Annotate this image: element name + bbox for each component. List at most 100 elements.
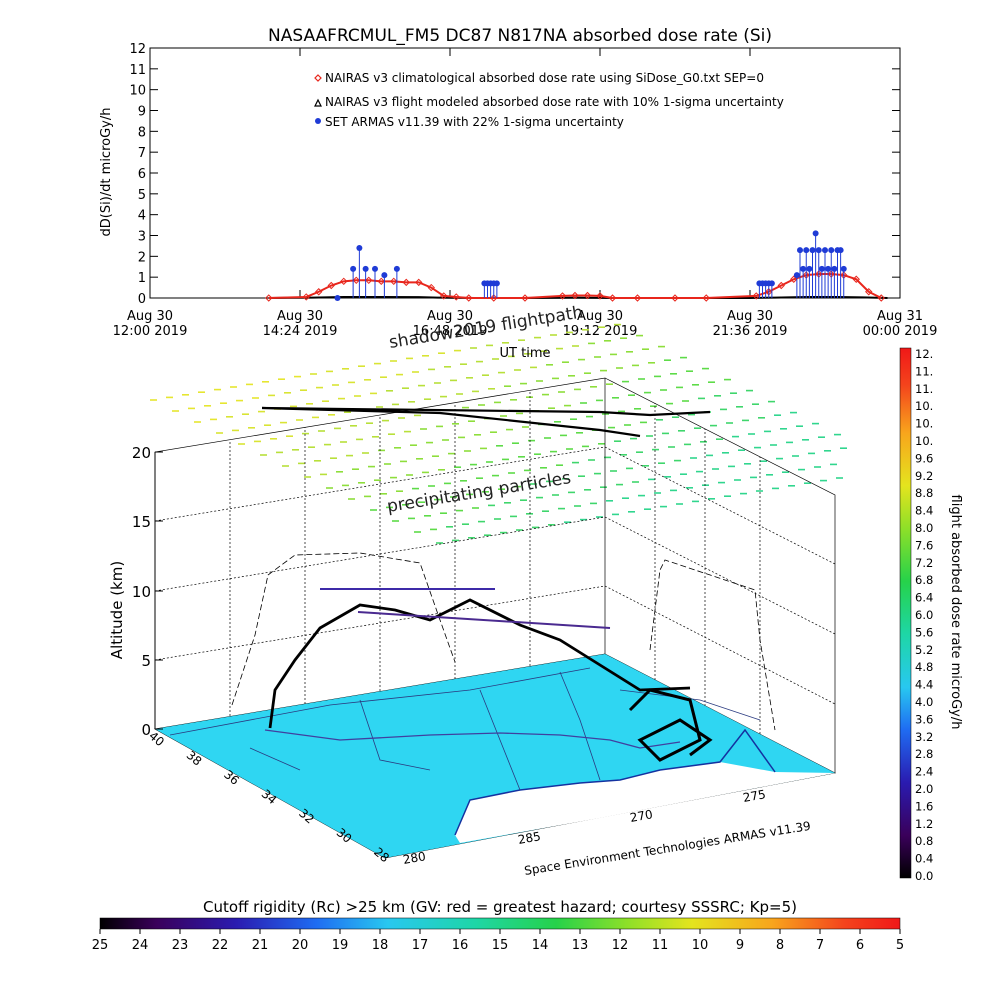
bottom-colorbar-tick-label: 15	[492, 938, 509, 953]
series-point-climatological	[440, 292, 448, 300]
state-borders	[169, 667, 761, 791]
wall-projection-left	[231, 552, 456, 706]
series-line-climatological	[268, 273, 882, 299]
legend-entry-climatological: NAIRAS v3 climatological absorbed dose r…	[325, 71, 764, 85]
legend-entry-flight-modeled: NAIRAS v3 flight modeled absorbed dose r…	[325, 95, 784, 109]
series-point-climatological	[340, 277, 348, 286]
series-line-flight-modeled	[268, 295, 888, 299]
series-point-climatological	[777, 281, 785, 290]
series-point-climatological	[315, 288, 323, 296]
x-tick-label: 12:00 2019	[113, 324, 188, 339]
right-colorbar-tick-label: 2.0	[915, 782, 933, 796]
map-floor	[155, 654, 835, 858]
wall-grid	[153, 377, 837, 859]
legend-marker-armas	[315, 118, 321, 124]
right-colorbar-tick-label: 7.6	[915, 538, 933, 552]
bottom-colorbar-tick-label: 25	[92, 938, 109, 953]
right-colorbar-tick-label: 6.4	[915, 591, 933, 605]
right-colorbar-tick-label: 0.0	[915, 869, 933, 883]
series-point-armas	[828, 247, 835, 254]
right-colorbar-tick-label: 3.6	[915, 712, 933, 726]
right-colorbar-tick-label: 4.0	[915, 695, 933, 709]
series-point-climatological	[452, 293, 460, 301]
z-tick-label: 10	[132, 583, 151, 601]
bottom-colorbar-tick-label: 21	[252, 938, 269, 953]
coastline	[454, 728, 776, 836]
right-colorbar-label: flight absorbed dose rate microGy/h	[948, 495, 963, 730]
x-tick-label: Aug 31	[877, 309, 923, 324]
right-colorbar-tick-label: 4.4	[915, 678, 933, 692]
x-tick-label: Aug 30	[577, 309, 623, 324]
legend-marker-flight-modeled	[314, 98, 322, 107]
series-point-climatological	[671, 294, 679, 302]
series-point-climatological	[571, 291, 579, 300]
bottom-colorbar-ticks: 25 24 23 22 21 20 19 18 17 16 15 14 13 12 11 10 9 8 7 6 5	[92, 929, 904, 953]
left-wall-dotted-grid	[154, 390, 836, 734]
right-wall-edge	[604, 377, 836, 773]
series-point-climatological	[365, 276, 373, 284]
bottom-colorbar-tick-label: 24	[132, 938, 149, 953]
series-point-armas	[831, 265, 838, 272]
flight-loops	[628, 688, 713, 762]
right-colorbar-tick-label: 2.8	[915, 747, 933, 761]
series-point-armas	[350, 265, 357, 272]
bottom-colorbar-tick-label: 16	[452, 938, 469, 953]
right-colorbar-gradient	[899, 347, 912, 879]
z-axis-label: Altitude (km)	[108, 561, 126, 659]
y-tick-label: 10	[129, 84, 146, 99]
bottom-colorbar-tick-label: 11	[652, 938, 669, 953]
x-tick-label: 16:48 2019	[413, 324, 488, 339]
y-tick-label: 2	[138, 250, 146, 265]
bottom-colorbar-tick-label: 23	[172, 938, 189, 953]
series-point-climatological	[558, 292, 567, 300]
series-point-climatological	[490, 294, 498, 302]
y-tick-label: 3	[138, 230, 146, 245]
right-colorbar-tick-label: 2.4	[915, 765, 933, 779]
series-point-climatological	[521, 294, 529, 302]
legend-entry-armas: SET ARMAS v11.39 with 22% 1-sigma uncert…	[325, 115, 624, 129]
series-point-armas	[381, 272, 388, 279]
series-point-climatological	[302, 293, 310, 301]
bottom-colorbar-tick-label: 12	[612, 938, 629, 953]
series-point-armas	[793, 272, 800, 279]
credit-text: Space Environment Technologies ARMAS v11…	[523, 819, 811, 878]
right-colorbar-tick-label: 12.	[915, 347, 933, 361]
series-point-armas	[334, 295, 341, 301]
right-colorbar-tick-label: 10.	[915, 434, 933, 448]
bottom-colorbar-tick-label: 17	[412, 938, 429, 953]
series-point-climatological	[415, 278, 423, 287]
x-tick-label: 14:24 2019	[263, 324, 338, 339]
series-point-armas	[493, 280, 500, 287]
y-axis-label: dD(Si)/dt microGy/h	[99, 108, 114, 237]
z-tick-label: 0	[141, 721, 151, 739]
x-tick-label: 21:36 2019	[713, 324, 788, 339]
longitude-tick-label: 270	[629, 807, 654, 825]
x-tick-label: Aug 30	[727, 309, 773, 324]
y-tick-label: 7	[138, 146, 146, 161]
series-point-armas	[837, 247, 844, 254]
floor-shadow-flightpath	[264, 729, 681, 749]
series-point-armas	[812, 230, 819, 237]
series-point-climatological	[377, 277, 385, 286]
bottom-colorbar-gradient	[99, 917, 901, 930]
bottom-colorbar-tick-label: 22	[212, 938, 229, 953]
series-point-climatological	[427, 283, 435, 292]
right-colorbar-tick-label: 5.6	[915, 625, 933, 639]
right-colorbar-tick-label: 11.	[915, 382, 933, 396]
series-point-armas	[356, 245, 363, 251]
right-colorbar-tick-label: 10.	[915, 417, 933, 431]
bottom-colorbar-title: Cutoff rigidity (Rc) >25 km (GV: red = g…	[203, 898, 797, 916]
y-tick-label: 8	[138, 125, 146, 140]
y-tick-label: 12	[129, 42, 146, 57]
top-chart-title: NASAAFRCMUL_FM5 DC87 N817NA absorbed dos…	[268, 26, 772, 46]
series-point-armas	[815, 247, 822, 254]
series-point-climatological	[265, 294, 273, 302]
series-point-armas	[822, 247, 828, 254]
series-point-climatological	[877, 294, 885, 302]
altitude-ticks: 0 5 10 15 20	[132, 444, 163, 739]
right-colorbar-tick-label: 3.2	[915, 730, 933, 744]
right-colorbar-tick-label: 4.8	[915, 660, 933, 674]
